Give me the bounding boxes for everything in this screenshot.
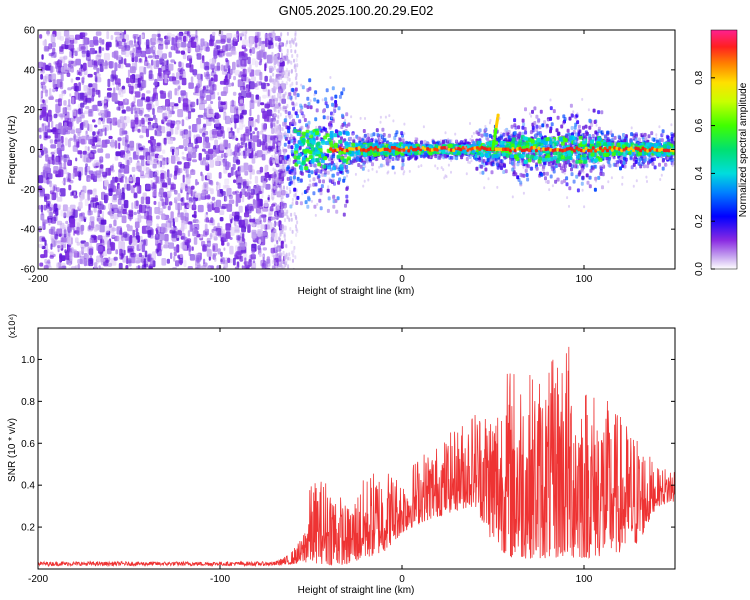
snr-x-axis-label: Height of straight line (km)	[298, 585, 415, 596]
spectrogram-y-tick-label: -20	[21, 185, 36, 196]
snr-y-tick-label: 0.2	[21, 523, 35, 534]
spectrogram-x-ticks: -200 -100 0 100	[28, 30, 593, 285]
spectrogram-y-axis-label: Frequency (Hz)	[7, 116, 18, 185]
snr-frame	[37, 327, 676, 570]
spectrogram-y-tick-label: 0	[29, 145, 35, 156]
snr-y-ticks: 0.2 0.4 0.6 0.8 1.0	[21, 355, 675, 534]
snr-x-ticks: -200 -100 0 100	[28, 328, 593, 585]
colorbar-label: Normalized spectral amplitude	[738, 82, 749, 217]
snr-y-tick-label: 0.4	[21, 481, 35, 492]
snr-x-tick-label: -200	[28, 574, 48, 585]
snr-panel: -200 -100 0 100 0.2 0.4 0.6 0.8 1.0 Height of s…	[7, 314, 676, 596]
snr-y-tick-label: 0.8	[21, 397, 35, 408]
spectrogram-x-tick-label: 0	[399, 274, 405, 285]
colorbar-gradient	[710, 29, 738, 270]
snr-series	[38, 346, 675, 568]
snr-y-tick-label: 0.6	[21, 439, 35, 450]
spectrogram-y-tick-label: -60	[21, 265, 36, 276]
colorbar: 0.0 0.2 0.4 0.6 0.8 Normalized spectral ampl…	[694, 29, 749, 276]
snr-y-tick-label: 1.0	[21, 355, 35, 366]
colorbar-tick-label: 0.2	[694, 214, 705, 228]
snr-y-axis-label: SNR (10 * v/v)	[7, 418, 18, 482]
spectrogram-x-tick-label: -200	[28, 274, 48, 285]
chart-title: GN05.2025.100.20.29.E02	[279, 3, 434, 18]
spectrogram-y-tick-label: 20	[24, 105, 36, 116]
snr-x-tick-label: 100	[576, 574, 593, 585]
spectrogram-x-axis-label: Height of straight line (km)	[298, 286, 415, 297]
spectrogram-y-tick-label: 60	[24, 26, 36, 37]
spectrogram-x-tick-label: -100	[210, 274, 230, 285]
spectrogram-heatmap	[38, 30, 675, 269]
colorbar-ticks: 0.0 0.2 0.4 0.6 0.8	[694, 70, 715, 276]
spectrogram-x-tick-label: 100	[576, 274, 593, 285]
colorbar-tick-label: 0.6	[694, 118, 705, 132]
colorbar-tick-label: 0.4	[694, 166, 705, 180]
snr-x-tick-label: 0	[399, 574, 405, 585]
spectrogram-y-ticks: -60 -40 -20 0 20 40 60	[21, 26, 675, 276]
snr-y-multiplier: (x10⁴)	[7, 314, 17, 338]
snr-x-tick-label: -100	[210, 574, 230, 585]
colorbar-tick-label: 0.8	[694, 70, 705, 84]
spectrogram-cells	[38, 30, 675, 269]
spectrogram-y-tick-label: -40	[21, 225, 36, 236]
colorbar-tick-label: 0.0	[694, 262, 705, 276]
spectrogram-y-tick-label: 40	[24, 65, 36, 76]
snr-line	[38, 346, 675, 568]
